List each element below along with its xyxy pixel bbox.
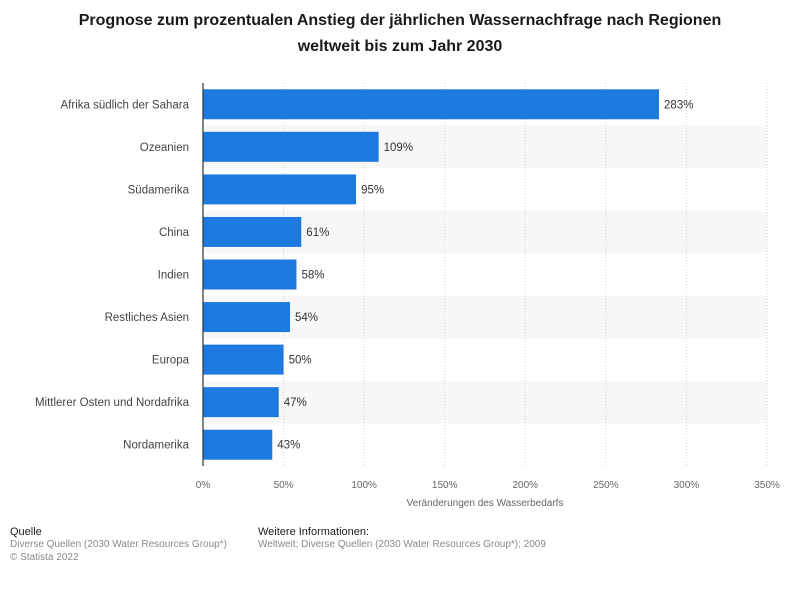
category-label: Indien	[158, 270, 189, 282]
x-tick-label: 0%	[196, 480, 211, 491]
x-tick-label: 50%	[274, 480, 294, 491]
source-text: Diverse Quellen (2030 Water Resources Gr…	[10, 539, 227, 550]
chart-title-line-2: weltweit bis zum Jahr 2030	[297, 38, 503, 55]
info-heading: Weitere Informationen:	[258, 526, 370, 538]
data-label: 43%	[277, 440, 300, 452]
x-tick-label: 200%	[512, 480, 538, 491]
row-stripe	[203, 380, 767, 424]
data-label: 95%	[361, 184, 384, 196]
copyright-text: © Statista 2022	[10, 551, 79, 563]
source-heading: Quelle	[10, 526, 42, 538]
data-label: 50%	[289, 355, 312, 367]
x-tick-label: 350%	[754, 480, 780, 491]
x-tick-label: 250%	[593, 480, 619, 491]
data-label: 61%	[306, 227, 329, 239]
info-block: Weitere Informationen: Weltweit; Diverse…	[258, 526, 546, 552]
bar	[203, 216, 302, 247]
category-label: Südamerika	[128, 184, 190, 196]
info-text: Weltweit; Diverse Quellen (2030 Water Re…	[258, 539, 546, 550]
source-block: Quelle Diverse Quellen (2030 Water Resou…	[10, 526, 227, 564]
category-label: Ozeanien	[140, 142, 189, 154]
category-label: Restliches Asien	[105, 312, 189, 324]
category-label: Mittlerer Osten und Nordafrika	[35, 397, 190, 409]
row-stripe	[203, 295, 767, 339]
data-label: 283%	[664, 99, 693, 111]
data-label: 54%	[295, 312, 318, 324]
data-label: 109%	[384, 142, 413, 154]
bar	[203, 387, 279, 418]
bar	[203, 259, 297, 290]
chart-title: Prognose zum prozentualen Anstieg der jä…	[40, 8, 760, 60]
category-label: China	[159, 227, 190, 239]
bar	[203, 302, 291, 333]
data-label: 47%	[284, 397, 307, 409]
bar-chart: Afrika südlich der Sahara 283% Ozeanien 109…	[35, 83, 780, 509]
x-axis-title: Veränderungen des Wasserbedarfs	[407, 498, 564, 509]
category-label: Europa	[152, 355, 190, 367]
bar	[203, 174, 357, 205]
category-label: Nordamerika	[123, 440, 189, 452]
bar	[203, 429, 273, 460]
x-tick-label: 100%	[351, 480, 377, 491]
bar	[203, 89, 660, 120]
data-label: 58%	[301, 270, 324, 282]
x-tick-label: 150%	[432, 480, 458, 491]
x-tick-label: 300%	[674, 480, 700, 491]
bar	[203, 344, 284, 375]
category-label: Afrika südlich der Sahara	[61, 99, 190, 111]
bar	[203, 131, 379, 162]
chart-title-line-1: Prognose zum prozentualen Anstieg der jä…	[78, 12, 722, 29]
